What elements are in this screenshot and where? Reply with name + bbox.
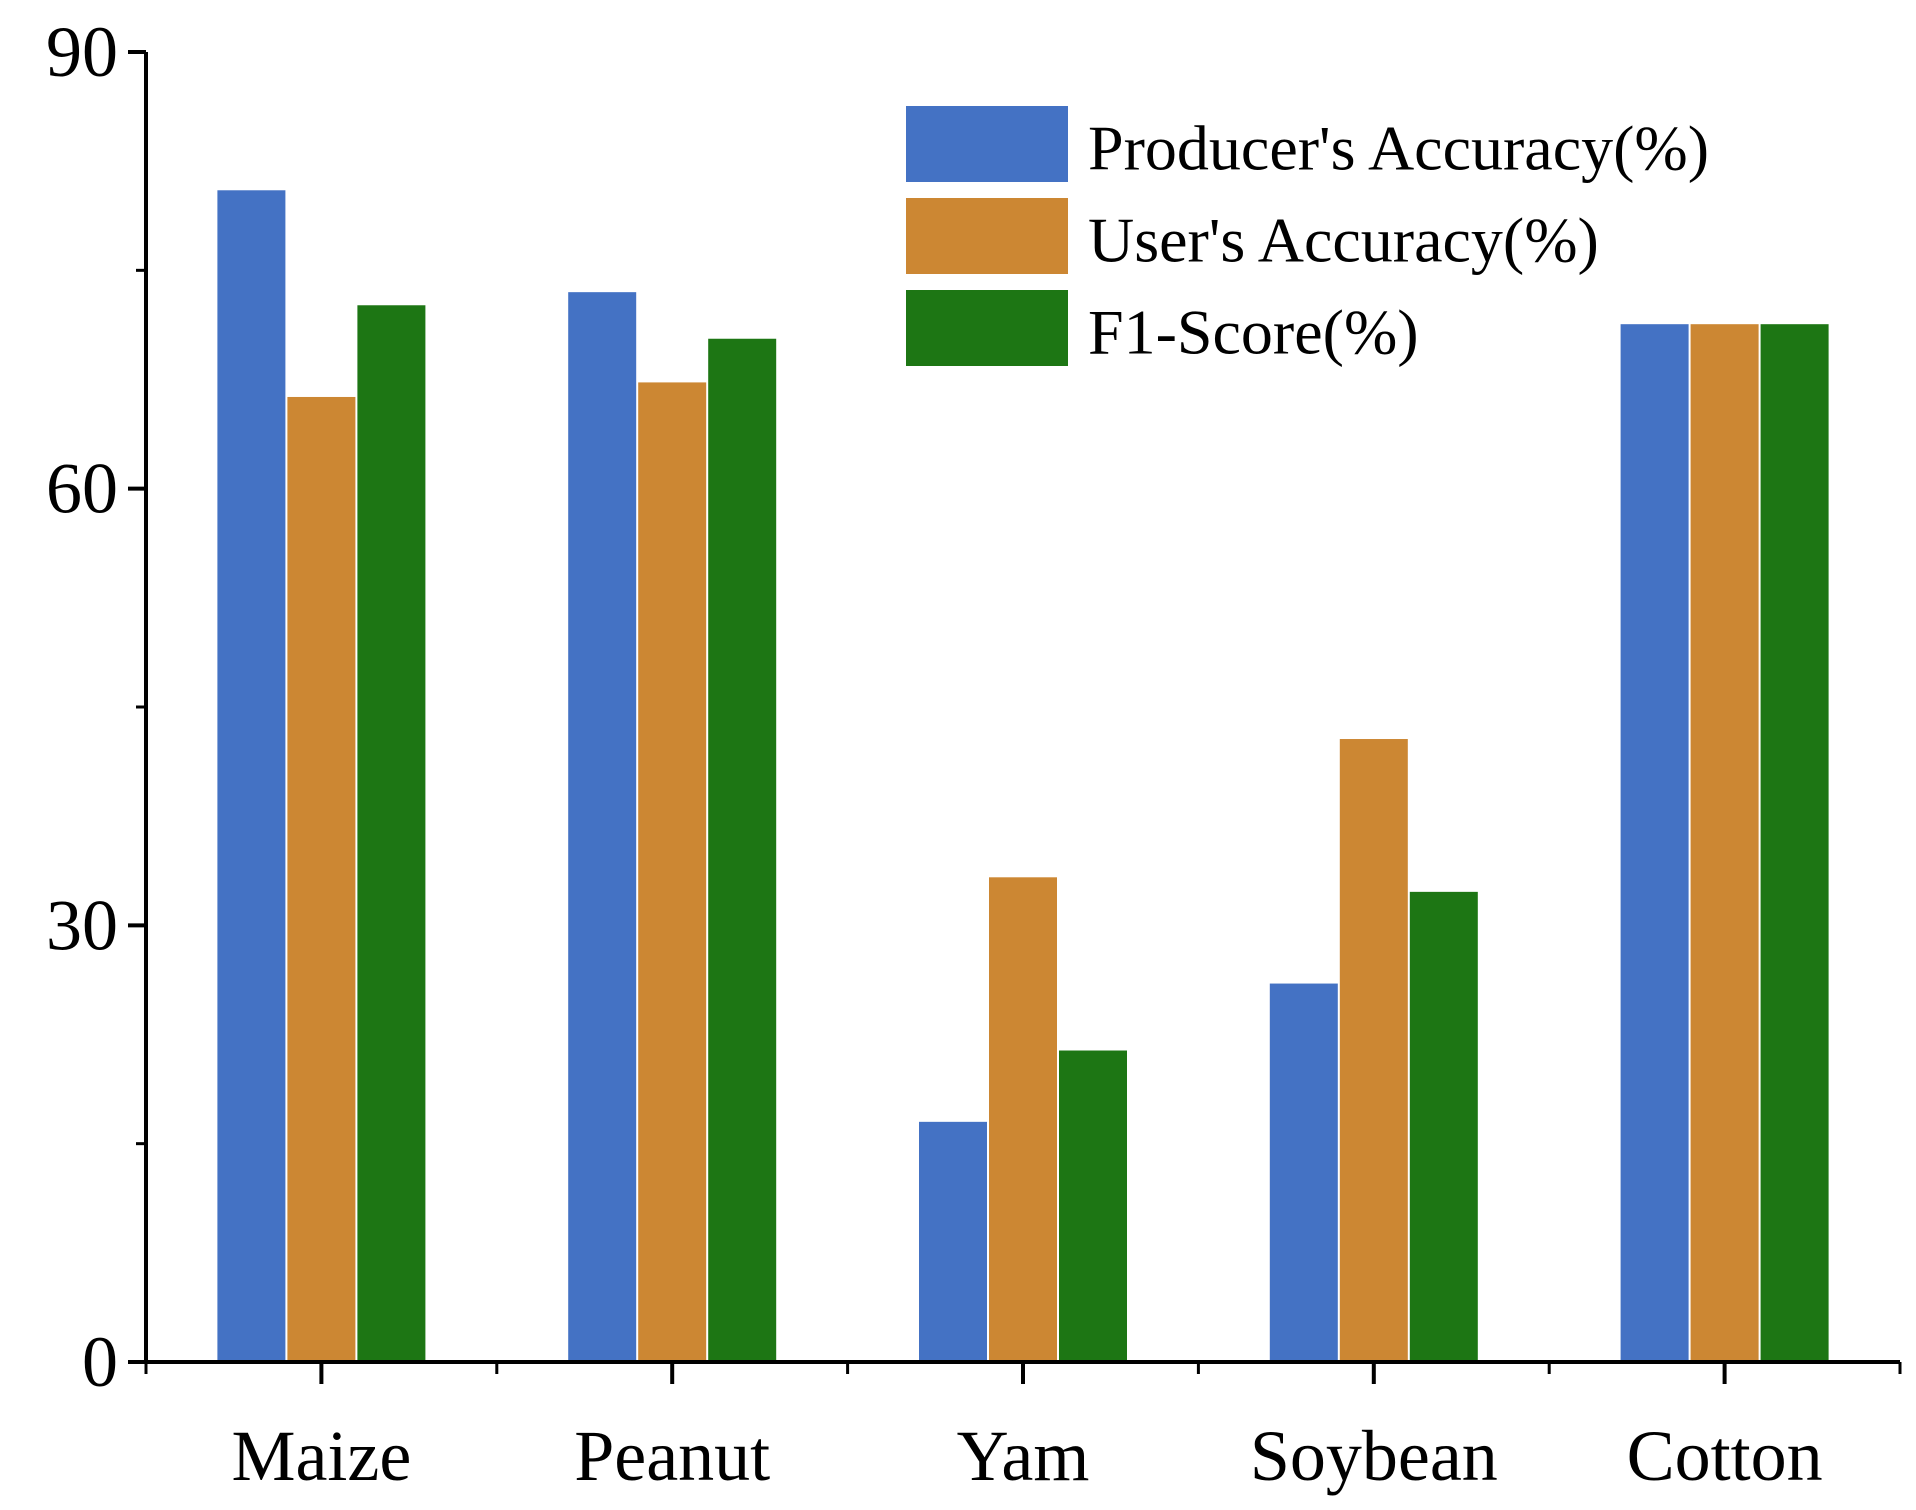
- x-tick-label-yam: Yam: [957, 1416, 1090, 1496]
- legend-label-2: User's Accuracy(%): [1088, 205, 1599, 276]
- legend-swatch-2: [906, 198, 1068, 274]
- bar-soybean-series-2: [1339, 739, 1408, 1362]
- bar-yam-series-1: [919, 1121, 987, 1362]
- legend-label-3: F1-Score(%): [1088, 297, 1419, 368]
- bar-peanut-series-1: [568, 292, 637, 1363]
- legend-label-1: Producer's Accuracy(%): [1088, 113, 1709, 184]
- x-tick-label-cotton: Cotton: [1627, 1416, 1823, 1496]
- y-tick-label: 30: [46, 885, 118, 965]
- y-ticks-group: 0 30 60 90: [46, 12, 146, 1402]
- bar-maize-series-1: [217, 190, 286, 1362]
- bar-cotton-series-3: [1760, 324, 1829, 1362]
- bar-maize-series-2: [287, 396, 356, 1362]
- bar-yam-series-3: [1059, 1050, 1127, 1362]
- bars-group: [217, 190, 1829, 1363]
- y-tick-label: 60: [46, 449, 118, 529]
- legend-swatch-3: [906, 290, 1068, 366]
- x-ticks-group: Maize Peanut Yam Soybean Cotton: [144, 1362, 1902, 1496]
- bar-peanut-series-3: [708, 338, 777, 1362]
- y-tick-label: 90: [46, 12, 118, 92]
- x-tick-label-soybean: Soybean: [1250, 1416, 1498, 1496]
- legend-swatch-1: [906, 106, 1068, 182]
- bar-soybean-series-1: [1269, 983, 1338, 1362]
- legend: Producer's Accuracy(%) User's Accuracy(%)…: [906, 106, 1709, 368]
- bar-maize-series-3: [357, 305, 426, 1363]
- x-tick-label-peanut: Peanut: [574, 1416, 770, 1496]
- bar-soybean-series-3: [1409, 891, 1478, 1362]
- x-tick-label-maize: Maize: [231, 1416, 411, 1496]
- bar-cotton-series-2: [1690, 324, 1759, 1362]
- y-tick-label: 0: [82, 1322, 118, 1402]
- bar-cotton-series-1: [1620, 324, 1689, 1362]
- bar-yam-series-2: [989, 877, 1057, 1362]
- bar-peanut-series-2: [638, 382, 707, 1362]
